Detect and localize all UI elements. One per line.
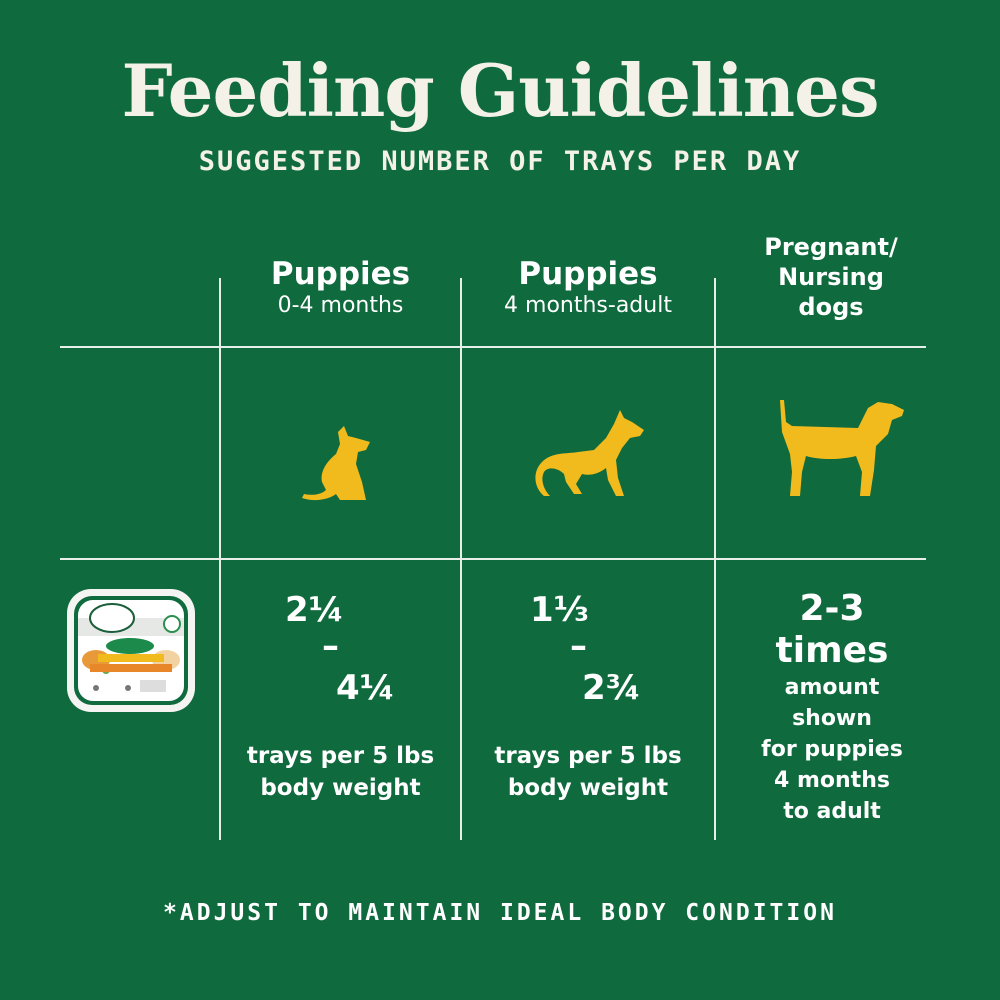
note-line: to adult — [783, 799, 881, 824]
column-age: 4 months-adult — [504, 293, 672, 318]
product-tray-image — [66, 588, 196, 717]
amount-dash: – — [570, 626, 587, 666]
grid-line-col-3 — [714, 278, 716, 840]
amount-unit-puppies-4-adult: trays per 5 lbs body weight — [462, 740, 714, 804]
column-age: 0-4 months — [277, 293, 404, 318]
column-title: Puppies — [270, 256, 411, 292]
adult-dog-icon — [776, 398, 908, 502]
column-header-puppies-4-adult: Puppies 4 months-adult — [462, 256, 714, 320]
amount-unit-puppies-0-4: trays per 5 lbs body weight — [221, 740, 460, 804]
note-line: amount — [784, 675, 880, 700]
page-subtitle: SUGGESTED NUMBER OF TRAYS PER DAY — [198, 146, 802, 177]
amount-dash: – — [322, 626, 339, 666]
note-line: shown — [792, 706, 872, 731]
pregnant-amount: 2-3 times — [716, 588, 948, 672]
column-header-pregnant: Pregnant/ Nursing dogs — [716, 232, 946, 322]
note-line: for puppies — [761, 737, 903, 762]
column-title: Puppies — [518, 256, 658, 292]
amount-max-puppies-0-4: 4¼ — [336, 668, 395, 708]
amount-range: 2-3 — [799, 588, 865, 629]
grid-line-icons — [60, 558, 926, 560]
pregnant-note: amount shown for puppies 4 months to adu… — [716, 672, 948, 827]
amount-multiplier: times — [775, 630, 889, 671]
amount-min-puppies-0-4: 2¼ — [285, 590, 344, 630]
column-title-line: Nursing — [778, 263, 884, 291]
column-title-line: dogs — [798, 293, 864, 321]
unit-line: body weight — [507, 775, 669, 801]
grid-line-col-2 — [460, 278, 462, 840]
standing-dog-icon — [534, 408, 646, 502]
grid-line-header — [60, 346, 926, 348]
grid-line-col-1 — [219, 278, 221, 840]
column-header-puppies-0-4: Puppies 0-4 months — [221, 256, 460, 320]
unit-line: body weight — [260, 775, 421, 801]
amount-min-puppies-4-adult: 1⅓ — [530, 590, 589, 630]
amount-max-puppies-4-adult: 2¾ — [582, 668, 641, 708]
footer-note: *ADJUST TO MAINTAIN IDEAL BODY CONDITION — [163, 900, 837, 926]
unit-line: trays per 5 lbs — [494, 743, 682, 769]
note-line: 4 months — [774, 768, 890, 793]
column-title-line: Pregnant/ — [764, 233, 898, 261]
page-title: Feeding Guidelines — [121, 48, 880, 133]
unit-line: trays per 5 lbs — [246, 743, 435, 769]
sitting-puppy-icon — [300, 424, 372, 506]
